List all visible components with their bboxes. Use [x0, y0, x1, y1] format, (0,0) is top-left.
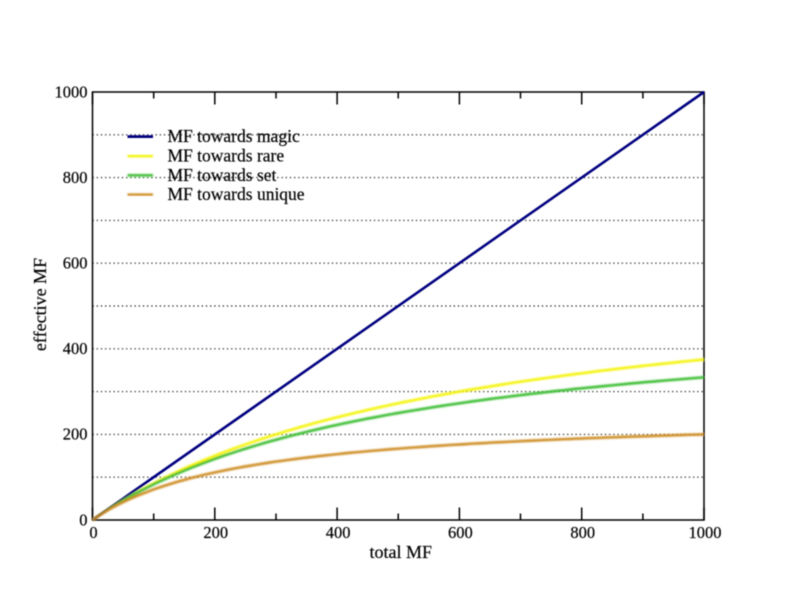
- svg-text:600: 600: [63, 254, 88, 273]
- svg-text:800: 800: [63, 168, 88, 187]
- svg-text:200: 200: [203, 523, 228, 542]
- svg-text:1000: 1000: [55, 82, 88, 101]
- svg-text:1000: 1000: [689, 523, 722, 542]
- svg-text:800: 800: [570, 523, 595, 542]
- svg-text:200: 200: [63, 425, 88, 444]
- svg-text:0: 0: [79, 510, 87, 529]
- svg-text:0: 0: [89, 523, 97, 542]
- svg-text:effective MF: effective MF: [30, 258, 50, 351]
- svg-text:MF towards rare: MF towards rare: [168, 146, 285, 166]
- svg-text:600: 600: [448, 523, 473, 542]
- svg-text:400: 400: [63, 339, 88, 358]
- svg-text:MF towards set: MF towards set: [168, 165, 277, 185]
- svg-text:total MF: total MF: [370, 542, 433, 562]
- svg-text:400: 400: [326, 523, 351, 542]
- svg-text:MF towards magic: MF towards magic: [168, 126, 300, 146]
- svg-text:MF towards unique: MF towards unique: [168, 184, 305, 204]
